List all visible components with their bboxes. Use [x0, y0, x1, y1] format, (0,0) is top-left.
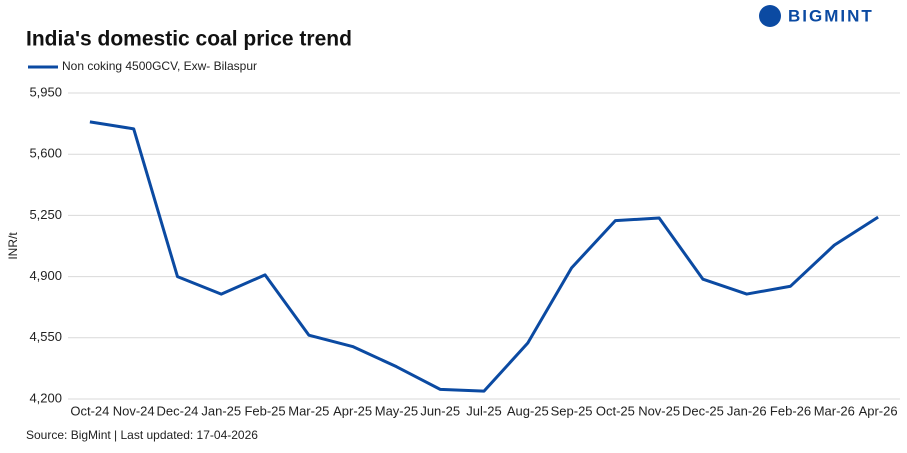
y-tick-label: 5,600	[29, 146, 62, 161]
legend-label: Non coking 4500GCV, Exw- Bilaspur	[62, 59, 257, 73]
x-tick-label: Mar-25	[288, 403, 329, 418]
x-tick-label: Feb-25	[244, 403, 285, 418]
brand: BIGMINT	[788, 6, 874, 25]
x-tick-label: Oct-24	[70, 403, 109, 418]
logo: BIGMINT	[759, 5, 874, 27]
x-tick-label: Dec-24	[157, 403, 199, 418]
source: Source: BigMint | Last updated: 17-04-20…	[26, 428, 258, 442]
x-tick-label: Nov-24	[113, 403, 155, 418]
y-tick-label: 4,550	[29, 329, 62, 344]
x-tick-label: May-25	[375, 403, 418, 418]
x-tick-label: Aug-25	[507, 403, 549, 418]
chart-title: India's domestic coal price trend	[26, 28, 352, 51]
x-tick-label: Jan-26	[727, 403, 767, 418]
x-tick-label: Mar-26	[814, 403, 855, 418]
x-tick-label: Apr-26	[859, 403, 898, 418]
x-tick-label: Oct-25	[596, 403, 635, 418]
x-tick-label: Jun-25	[420, 403, 460, 418]
x-tick-label: Nov-25	[638, 403, 680, 418]
x-tick-label: Apr-25	[333, 403, 372, 418]
logo-icon	[759, 5, 781, 27]
x-tick-label: Feb-26	[770, 403, 811, 418]
x-tick-label: Jul-25	[466, 403, 501, 418]
x-tick-label: Dec-25	[682, 403, 724, 418]
x-tick-label: Jan-25	[201, 403, 241, 418]
y-tick-label: 4,900	[29, 268, 62, 283]
line-series	[89, 120, 879, 393]
y-tick-label: 5,950	[29, 84, 62, 99]
y-tick-label: 4,200	[29, 390, 62, 405]
y-tick-label: 5,250	[29, 207, 62, 222]
x-tick-label: Sep-25	[551, 403, 593, 418]
y-axis-label: INR/t	[6, 232, 20, 260]
